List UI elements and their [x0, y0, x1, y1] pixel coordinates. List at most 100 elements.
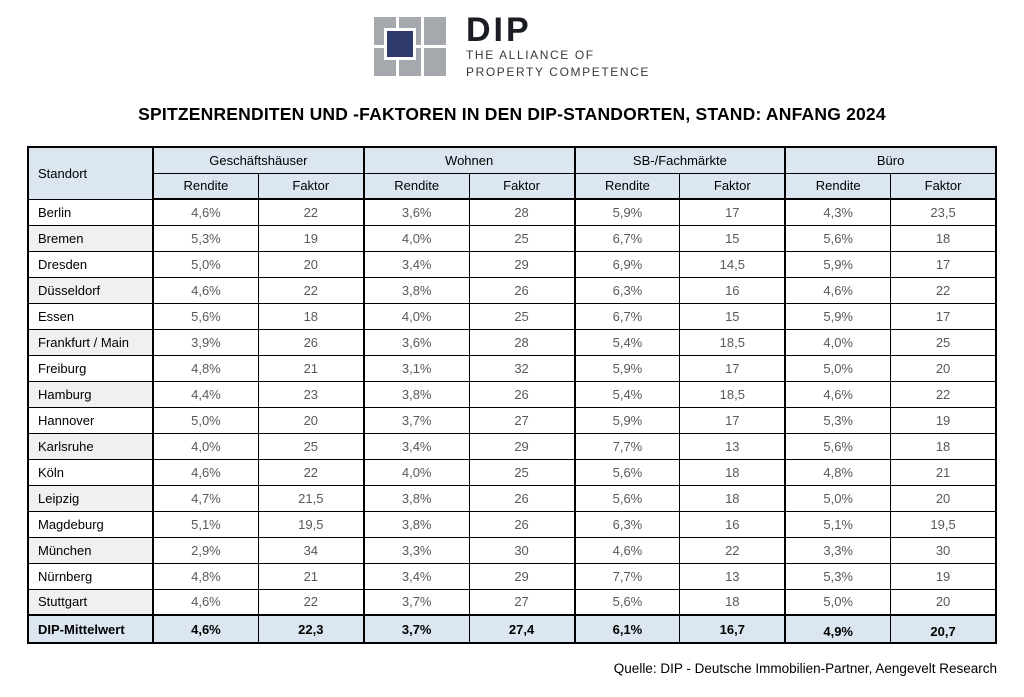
value-cell: 32	[468, 354, 576, 382]
value-cell: 19	[257, 224, 365, 252]
table-row: Stuttgart 4,6% 22 3,7% 27 5,6% 18 5,0% 20	[27, 588, 997, 616]
value-cell: 4,6%	[784, 380, 892, 408]
summary-value-cell: 27,4	[468, 614, 576, 644]
sub-header-faktor: Faktor	[679, 172, 786, 200]
standort-cell: Karlsruhe	[27, 432, 154, 460]
page-title: SPITZENRENDITEN UND -FAKTOREN IN DEN DIP…	[138, 104, 886, 124]
standort-cell: Düsseldorf	[27, 276, 154, 304]
summary-standort-cell: DIP-Mittelwert	[27, 614, 154, 644]
value-cell: 26	[468, 380, 576, 408]
value-cell: 4,8%	[151, 354, 259, 382]
standort-cell: Essen	[27, 302, 154, 330]
value-cell: 5,4%	[573, 380, 681, 408]
value-cell: 5,1%	[151, 510, 259, 538]
value-cell: 4,0%	[362, 458, 470, 486]
sub-header-row: Rendite Faktor Rendite Faktor Rendite Fa…	[28, 172, 997, 200]
value-cell: 19,5	[257, 510, 365, 538]
standort-cell: Magdeburg	[27, 510, 154, 538]
summary-value-cell: 20,7	[890, 614, 997, 644]
group-header-buero: Büro	[784, 146, 997, 174]
standort-cell: Bremen	[27, 224, 154, 252]
value-cell: 5,3%	[151, 224, 259, 252]
table-row: Essen 5,6% 18 4,0% 25 6,7% 15 5,9% 17	[27, 302, 997, 330]
table-row: Nürnberg 4,8% 21 3,4% 29 7,7% 13 5,3% 19	[27, 562, 997, 590]
group-header-wohnen: Wohnen	[362, 146, 575, 174]
value-cell: 22	[257, 458, 365, 486]
value-cell: 19,5	[890, 510, 997, 538]
value-cell: 6,7%	[573, 302, 681, 330]
value-cell: 18	[679, 484, 786, 512]
value-cell: 26	[468, 484, 576, 512]
value-cell: 3,7%	[362, 406, 470, 434]
table-row: München 2,9% 34 3,3% 30 4,6% 22 3,3% 30	[27, 536, 997, 564]
value-cell: 4,7%	[151, 484, 259, 512]
value-cell: 4,6%	[573, 536, 681, 564]
value-cell: 5,0%	[784, 354, 892, 382]
value-cell: 3,1%	[362, 354, 470, 382]
value-cell: 3,3%	[362, 536, 470, 564]
standort-cell: Leipzig	[27, 484, 154, 512]
value-cell: 5,9%	[573, 406, 681, 434]
value-cell: 22	[890, 380, 997, 408]
value-cell: 4,6%	[784, 276, 892, 304]
value-cell: 5,6%	[573, 588, 681, 616]
value-cell: 20	[890, 588, 997, 616]
table-row: Berlin 4,6% 22 3,6% 28 5,9% 17 4,3% 23,5	[27, 198, 997, 226]
table-row: Freiburg 4,8% 21 3,1% 32 5,9% 17 5,0% 20	[27, 354, 997, 382]
value-cell: 3,6%	[362, 328, 470, 356]
value-cell: 7,7%	[573, 562, 681, 590]
group-header-sb-fachmaerkte: SB-/Fachmärkte	[573, 146, 786, 174]
value-cell: 5,1%	[784, 510, 892, 538]
value-cell: 3,3%	[784, 536, 892, 564]
value-cell: 15	[679, 302, 786, 330]
value-cell: 3,8%	[362, 484, 470, 512]
standort-cell: Berlin	[27, 198, 154, 226]
table-row: Dresden 5,0% 20 3,4% 29 6,9% 14,5 5,9% 17	[27, 250, 997, 278]
value-cell: 30	[468, 536, 576, 564]
sub-header-faktor: Faktor	[468, 172, 576, 200]
table-row: Karlsruhe 4,0% 25 3,4% 29 7,7% 13 5,6% 18	[27, 432, 997, 460]
source-credit: Quelle: DIP - Deutsche Immobilien-Partne…	[613, 661, 997, 676]
sub-header-rendite: Rendite	[784, 172, 892, 200]
value-cell: 25	[468, 302, 576, 330]
value-cell: 5,0%	[151, 250, 259, 278]
value-cell: 5,6%	[784, 224, 892, 252]
value-cell: 6,9%	[573, 250, 681, 278]
value-cell: 4,6%	[151, 588, 259, 616]
sub-header-faktor: Faktor	[257, 172, 365, 200]
value-cell: 4,8%	[784, 458, 892, 486]
value-cell: 5,0%	[151, 406, 259, 434]
sub-header-faktor: Faktor	[890, 172, 997, 200]
value-cell: 22	[257, 198, 365, 226]
value-cell: 17	[679, 406, 786, 434]
value-cell: 29	[468, 562, 576, 590]
logo-navy-square	[384, 28, 416, 60]
value-cell: 15	[679, 224, 786, 252]
summary-value-cell: 22,3	[257, 614, 365, 644]
value-cell: 25	[257, 432, 365, 460]
table-row: Magdeburg 5,1% 19,5 3,8% 26 6,3% 16 5,1% 19,5	[27, 510, 997, 538]
value-cell: 3,7%	[362, 588, 470, 616]
value-cell: 4,0%	[784, 328, 892, 356]
dip-logo-text: DIP THE ALLIANCE OF PROPERTY COMPETENCE	[466, 13, 650, 80]
table-row: Düsseldorf 4,6% 22 3,8% 26 6,3% 16 4,6% 22	[27, 276, 997, 304]
summary-row: DIP-Mittelwert 4,6% 22,3 3,7% 27,4 6,1% …	[27, 614, 997, 644]
value-cell: 3,8%	[362, 276, 470, 304]
standort-cell: Hannover	[27, 406, 154, 434]
sub-header-rendite: Rendite	[151, 172, 259, 200]
value-cell: 18	[890, 224, 997, 252]
value-cell: 26	[468, 510, 576, 538]
standort-cell: Frankfurt / Main	[27, 328, 154, 356]
dip-logo: DIP THE ALLIANCE OF PROPERTY COMPETENCE	[0, 0, 1024, 80]
table-row: Hamburg 4,4% 23 3,8% 26 5,4% 18,5 4,6% 22	[27, 380, 997, 408]
yields-table-container: Standort Geschäftshäuser Wohnen SB-/Fach…	[27, 146, 997, 644]
value-cell: 23,5	[890, 198, 997, 226]
value-cell: 21	[890, 458, 997, 486]
value-cell: 6,7%	[573, 224, 681, 252]
value-cell: 16	[679, 510, 786, 538]
value-cell: 27	[468, 406, 576, 434]
value-cell: 3,8%	[362, 380, 470, 408]
table-body: Berlin 4,6% 22 3,6% 28 5,9% 17 4,3% 23,5 Bremen 5,…	[27, 198, 997, 616]
summary-value-cell: 4,9%	[784, 614, 892, 644]
value-cell: 29	[468, 432, 576, 460]
